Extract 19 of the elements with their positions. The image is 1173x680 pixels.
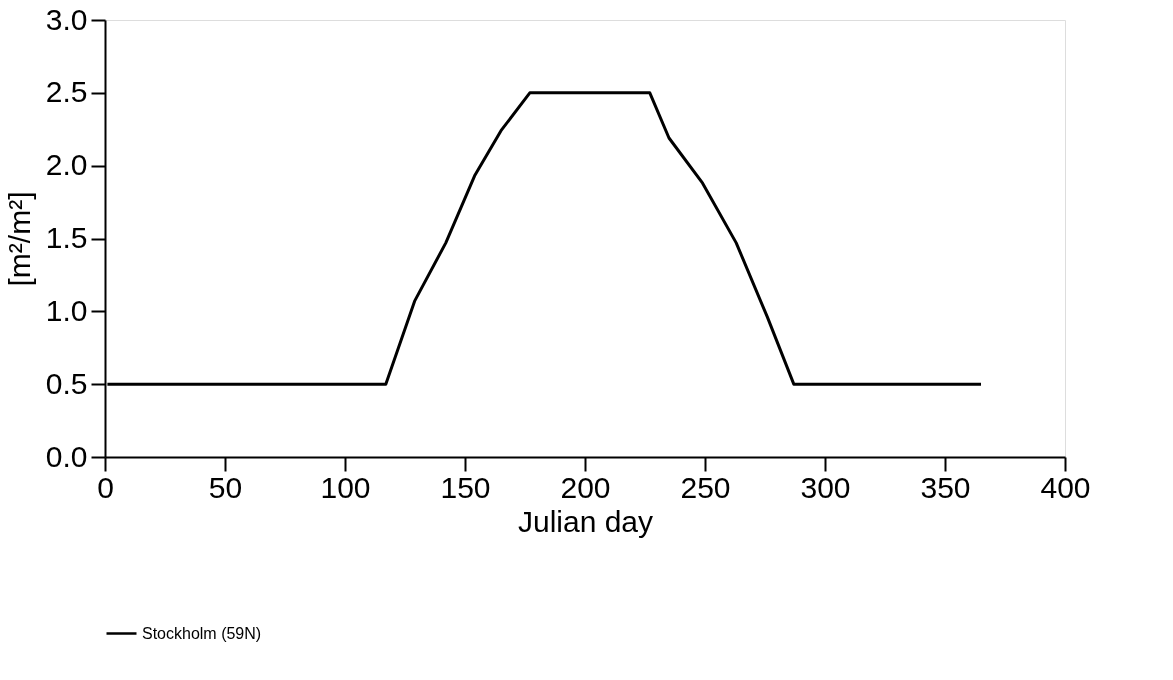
x-tick-label: 350	[920, 470, 971, 504]
y-tick-label: 2.0	[45, 148, 88, 182]
x-tick-label: 0	[97, 470, 114, 504]
y-tick-label: 0.0	[45, 439, 88, 473]
x-tick-label: 250	[680, 470, 731, 504]
y-tick-label: 1.5	[45, 221, 88, 254]
legend-label: Stockholm (59N)	[142, 624, 262, 642]
y-tick-label: 1.0	[45, 293, 88, 327]
x-tick-label: 400	[1040, 470, 1091, 504]
x-axis-title: Julian day	[517, 504, 654, 538]
x-tick-label: 100	[320, 470, 371, 504]
y-tick-label: 2.5	[45, 75, 88, 109]
x-tick-label: 150	[440, 470, 491, 504]
x-tick-label: 300	[800, 470, 851, 504]
x-tick-label: 200	[560, 470, 611, 504]
y-axis-title: [m²/m²]	[2, 191, 36, 287]
x-tick-label: 50	[208, 470, 243, 504]
y-tick-label: 0.5	[45, 366, 88, 400]
y-tick-label: 3.0	[45, 2, 88, 36]
